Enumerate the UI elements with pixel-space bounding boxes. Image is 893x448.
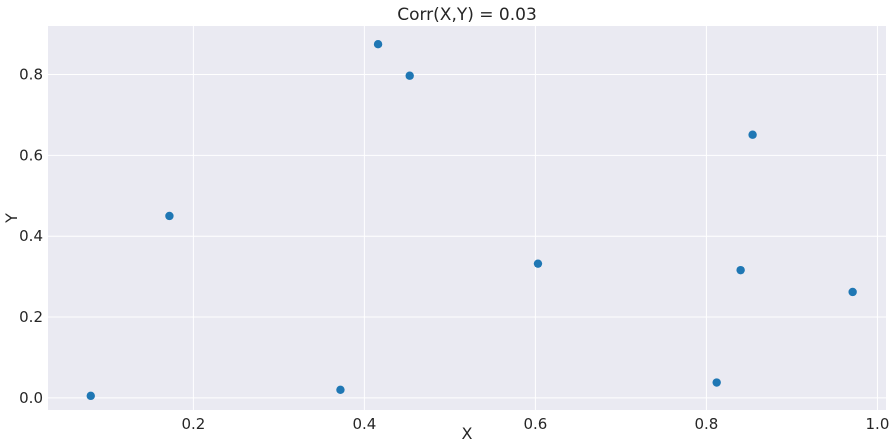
x-tick-label: 1.0: [866, 415, 890, 433]
scatter-point: [533, 259, 543, 268]
y-tick-label: 0.6: [19, 146, 43, 164]
y-tick-label: 0.2: [19, 308, 43, 326]
scatter-point: [736, 265, 745, 275]
x-tick-label: 0.8: [694, 415, 718, 433]
scatter-point: [165, 211, 174, 221]
scatter-point: [336, 385, 345, 394]
chart-title: Corr(X,Y) = 0.03: [397, 5, 537, 25]
scatter-point: [848, 287, 857, 297]
scatter-point: [405, 71, 414, 80]
data-points: [86, 39, 857, 401]
plot-area: [48, 26, 886, 410]
x-axis-label: X: [462, 424, 473, 443]
tick-labels: 0.2 0.4 0.6 0.8 1.0 0.0 0.2 0.4 0.6 0.8: [19, 66, 889, 433]
y-tick-label: 0.8: [19, 66, 43, 84]
y-axis-label: Y: [2, 213, 21, 224]
scatter-point: [373, 39, 383, 49]
y-tick-label: 0.4: [19, 227, 43, 245]
grid: [48, 26, 886, 410]
x-tick-label: 0.2: [181, 415, 205, 433]
x-tick-label: 0.6: [523, 415, 547, 433]
y-tick-label: 0.0: [19, 389, 43, 407]
scatter-point: [712, 378, 721, 387]
x-tick-label: 0.4: [352, 415, 376, 433]
scatter-point: [86, 391, 95, 401]
scatter-point: [748, 130, 757, 139]
